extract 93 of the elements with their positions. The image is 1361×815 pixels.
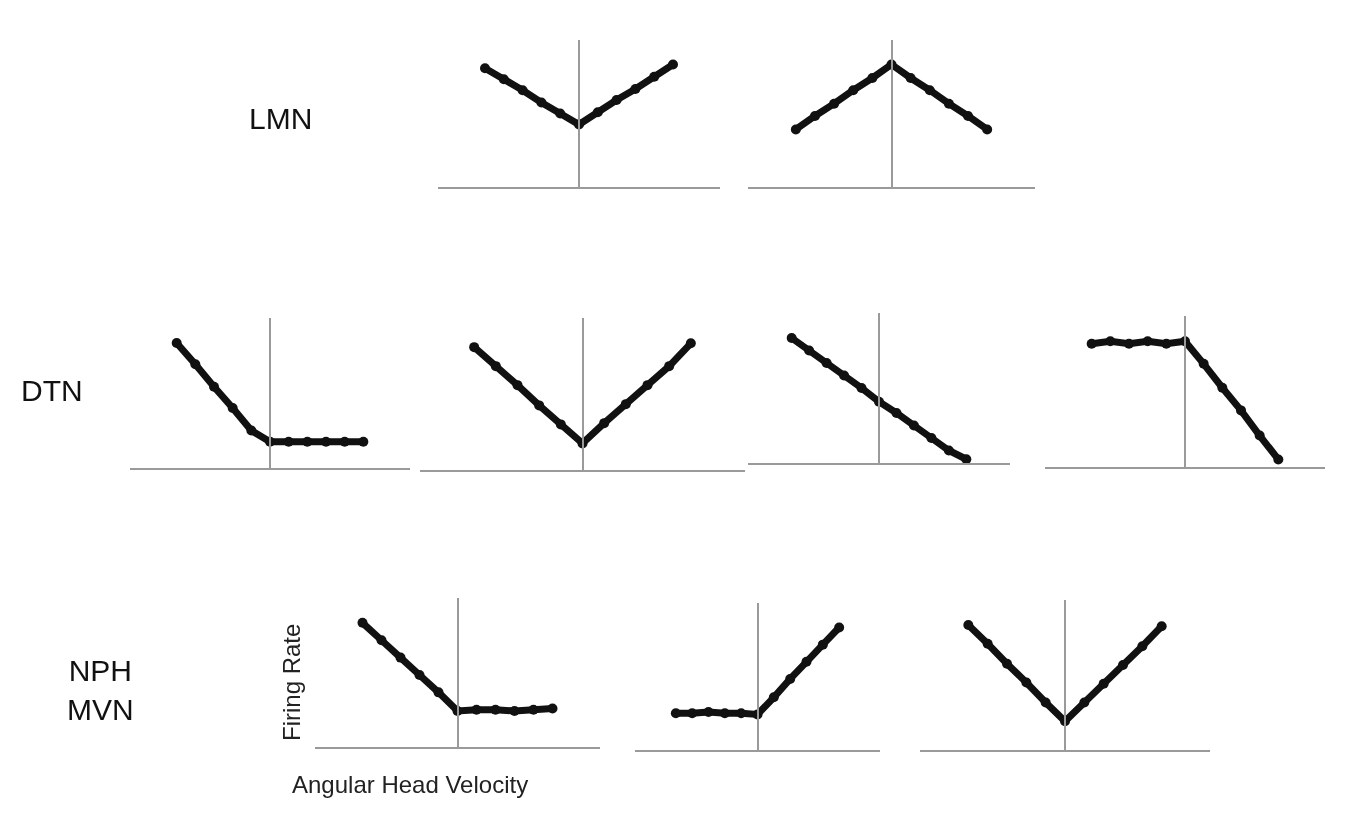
- point: [905, 72, 916, 83]
- point: [668, 59, 678, 70]
- point: [1198, 358, 1209, 369]
- point: [611, 95, 622, 106]
- point: [592, 107, 603, 118]
- point: [283, 436, 294, 447]
- point: [1021, 677, 1032, 688]
- point: [302, 436, 313, 447]
- point: [685, 338, 696, 349]
- point: [555, 108, 566, 119]
- point: [804, 345, 815, 356]
- point: [1105, 336, 1116, 347]
- point: [834, 622, 845, 633]
- point: [414, 669, 425, 680]
- point: [1079, 697, 1090, 708]
- text: NPH MVN: [67, 654, 134, 726]
- point: [1137, 641, 1148, 652]
- point: [1156, 621, 1167, 632]
- point: [943, 445, 954, 456]
- text: DTN: [21, 374, 83, 407]
- point: [817, 639, 828, 650]
- point: [867, 72, 878, 83]
- point: [512, 380, 523, 391]
- point: [490, 704, 501, 715]
- point: [943, 98, 954, 109]
- point: [961, 454, 972, 463]
- point: [190, 359, 201, 370]
- point: [891, 408, 902, 418]
- point: [517, 85, 528, 96]
- point: [1236, 405, 1246, 416]
- point: [1086, 338, 1097, 349]
- point: [821, 358, 832, 368]
- point: [703, 707, 714, 718]
- point: [490, 361, 501, 372]
- point: [1002, 658, 1012, 669]
- x-axis-title: Angular Head Velocity: [292, 771, 529, 798]
- point: [982, 124, 993, 135]
- point: [469, 342, 480, 353]
- point: [471, 704, 482, 715]
- point: [785, 673, 796, 684]
- point: [649, 71, 660, 82]
- point: [1118, 660, 1128, 670]
- point: [620, 399, 631, 410]
- point: [630, 84, 641, 94]
- point: [1098, 678, 1109, 689]
- point: [171, 338, 182, 348]
- point: [358, 436, 369, 447]
- point: [719, 708, 730, 719]
- point: [982, 638, 993, 649]
- point: [963, 110, 974, 121]
- point: [395, 652, 406, 663]
- point: [908, 420, 919, 431]
- point: [1161, 338, 1172, 349]
- point: [599, 418, 610, 429]
- point: [246, 425, 257, 436]
- point: [856, 383, 867, 393]
- y-axis-title: Firing Rate: [278, 623, 305, 741]
- point: [687, 708, 698, 719]
- point: [809, 110, 820, 121]
- point: [1217, 382, 1228, 393]
- point: [848, 85, 859, 96]
- point: [555, 419, 566, 430]
- point: [786, 333, 797, 343]
- point: [339, 436, 350, 447]
- point: [357, 617, 368, 628]
- point: [433, 687, 444, 698]
- point: [642, 380, 653, 391]
- point: [768, 692, 779, 703]
- point: [829, 98, 840, 109]
- point: [1040, 697, 1051, 708]
- point: [321, 436, 331, 447]
- point: [1124, 338, 1134, 349]
- point: [498, 74, 509, 85]
- point: [509, 705, 520, 716]
- point: [209, 381, 219, 392]
- text: LMN: [249, 102, 313, 135]
- point: [790, 124, 801, 135]
- point: [1142, 336, 1153, 347]
- point: [924, 85, 935, 96]
- point: [926, 433, 937, 443]
- point: [664, 361, 675, 372]
- point: [534, 400, 545, 411]
- point: [1254, 430, 1265, 441]
- point: [547, 703, 558, 714]
- point: [963, 620, 974, 630]
- point: [670, 708, 681, 719]
- point: [376, 635, 387, 646]
- point: [480, 63, 490, 74]
- point: [536, 97, 547, 108]
- point: [227, 403, 238, 413]
- point: [801, 656, 812, 667]
- point: [839, 370, 850, 381]
- point: [1273, 454, 1284, 465]
